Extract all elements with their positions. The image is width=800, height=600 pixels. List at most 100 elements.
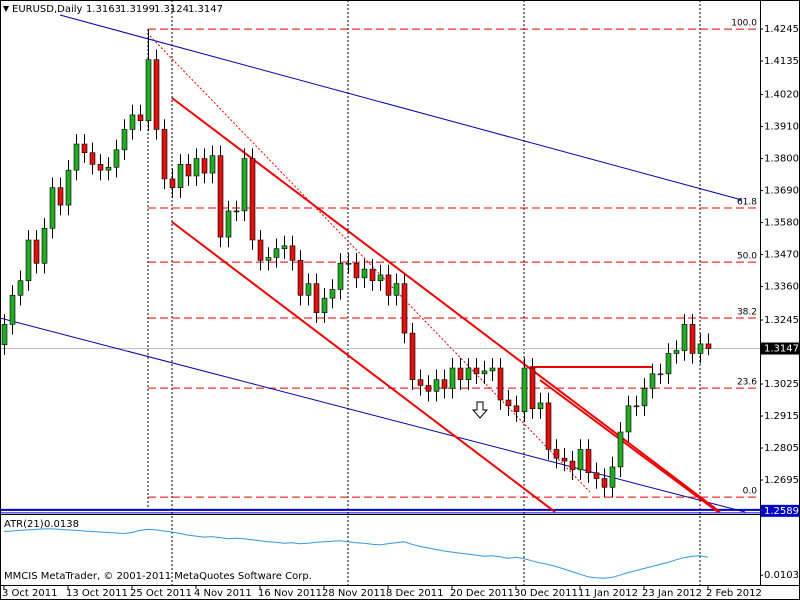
fib-label: 50.0 bbox=[737, 252, 757, 262]
candle-body bbox=[545, 402, 552, 450]
support-box bbox=[761, 504, 799, 517]
x-tick-label: 16 Nov 2011 bbox=[258, 588, 322, 599]
candle-body bbox=[25, 239, 32, 282]
ohlc-high: 1.3199 bbox=[120, 4, 155, 15]
candle-body bbox=[425, 385, 432, 392]
candle-body bbox=[81, 143, 88, 154]
candle-body bbox=[561, 457, 568, 462]
candle-body bbox=[289, 245, 296, 261]
candle-body bbox=[441, 379, 448, 389]
atr-label: ATR(21) bbox=[4, 519, 44, 530]
candle-body bbox=[553, 449, 560, 459]
trendline bbox=[59, 14, 743, 201]
x-tick-label: 8 Dec 2011 bbox=[386, 588, 444, 599]
candle-body bbox=[657, 373, 664, 376]
candle-body bbox=[377, 274, 384, 282]
atr-y-tick-label: 0.0103 bbox=[764, 570, 799, 581]
atr-line bbox=[3, 528, 709, 579]
x-tick-label: 13 Oct 2011 bbox=[66, 588, 128, 599]
candle-body bbox=[537, 402, 544, 410]
support-label: 1.2589 bbox=[764, 506, 799, 517]
candle-body bbox=[353, 262, 360, 279]
candle-body bbox=[249, 158, 256, 241]
candle-body bbox=[329, 289, 336, 299]
y-tick-label: 1.4135 bbox=[764, 56, 799, 67]
fib-label: 0.0 bbox=[743, 487, 758, 497]
candle-body bbox=[497, 367, 504, 401]
symbol-icon bbox=[3, 6, 9, 12]
candle-body bbox=[417, 379, 424, 386]
trendline bbox=[0, 317, 746, 513]
candle-body bbox=[665, 353, 672, 375]
candles bbox=[1, 29, 712, 498]
candle-body bbox=[209, 155, 216, 174]
candle-body bbox=[433, 379, 440, 392]
candle-body bbox=[673, 350, 680, 354]
candle-body bbox=[465, 367, 472, 380]
candle-body bbox=[585, 449, 592, 474]
candle-body bbox=[505, 399, 512, 407]
candle-body bbox=[297, 260, 304, 296]
candle-body bbox=[577, 449, 584, 471]
candle-body bbox=[369, 268, 376, 282]
candle-body bbox=[337, 262, 344, 290]
x-tick-label: 30 Dec 2011 bbox=[514, 588, 578, 599]
fib-label: 61.8 bbox=[737, 198, 757, 208]
candle-body bbox=[193, 158, 200, 177]
candle-body bbox=[73, 143, 80, 171]
y-tick-label: 1.2695 bbox=[764, 475, 799, 486]
candle-body bbox=[105, 166, 112, 171]
candle-body bbox=[177, 164, 184, 188]
candle-body bbox=[33, 239, 40, 264]
x-tick-label: 20 Dec 2011 bbox=[450, 588, 514, 599]
candle-body bbox=[145, 59, 152, 122]
candle-body bbox=[89, 152, 96, 165]
y-tick-label: 1.3025 bbox=[764, 379, 799, 390]
channel-line bbox=[171, 97, 721, 513]
candle-body bbox=[305, 283, 312, 296]
candle-body bbox=[65, 169, 72, 206]
y-tick-label: 1.3580 bbox=[764, 218, 799, 229]
y-tick-label: 1.3690 bbox=[764, 186, 799, 197]
ohlc-low: 1.3124 bbox=[154, 4, 189, 15]
y-tick-label: 1.3910 bbox=[764, 122, 799, 133]
candle-body bbox=[257, 239, 264, 261]
candle-body bbox=[185, 164, 192, 177]
candle-body bbox=[281, 245, 288, 250]
fib-label: 100.0 bbox=[731, 19, 757, 29]
candle-body bbox=[1, 324, 8, 346]
candle-body bbox=[401, 283, 408, 334]
x-tick-label: 2 Feb 2012 bbox=[706, 588, 762, 599]
channel-line bbox=[171, 221, 556, 513]
x-tick-label: 23 Jan 2012 bbox=[642, 588, 702, 599]
candle-body bbox=[241, 158, 248, 212]
candle-body bbox=[49, 187, 56, 229]
candle-body bbox=[169, 178, 176, 188]
symbol: EURUSD,Daily bbox=[12, 4, 83, 15]
candle-body bbox=[9, 294, 16, 325]
candle-body bbox=[57, 187, 64, 206]
candle-body bbox=[633, 405, 640, 408]
candle-body bbox=[153, 59, 160, 130]
y-tick-label: 1.2915 bbox=[764, 411, 799, 422]
x-tick-label: 11 Jan 2012 bbox=[578, 588, 638, 599]
trendline bbox=[539, 379, 719, 513]
candle-body bbox=[593, 472, 600, 479]
ohlc-close: 1.3147 bbox=[188, 4, 223, 15]
candle-body bbox=[617, 431, 624, 468]
candle-body bbox=[521, 367, 528, 412]
y-tick-label: 1.3245 bbox=[764, 315, 799, 326]
last-price-label: 1.3147 bbox=[764, 344, 799, 355]
candle-body bbox=[473, 367, 480, 375]
candle-body bbox=[705, 343, 712, 349]
candle-body bbox=[313, 283, 320, 314]
fib-label: 23.6 bbox=[737, 378, 757, 388]
candle-body bbox=[345, 262, 352, 265]
candle-body bbox=[361, 268, 368, 279]
candle-body bbox=[641, 388, 648, 407]
y-tick-label: 1.4020 bbox=[764, 90, 799, 101]
x-tick-label: 28 Nov 2011 bbox=[322, 588, 386, 599]
candle-body bbox=[113, 149, 120, 168]
